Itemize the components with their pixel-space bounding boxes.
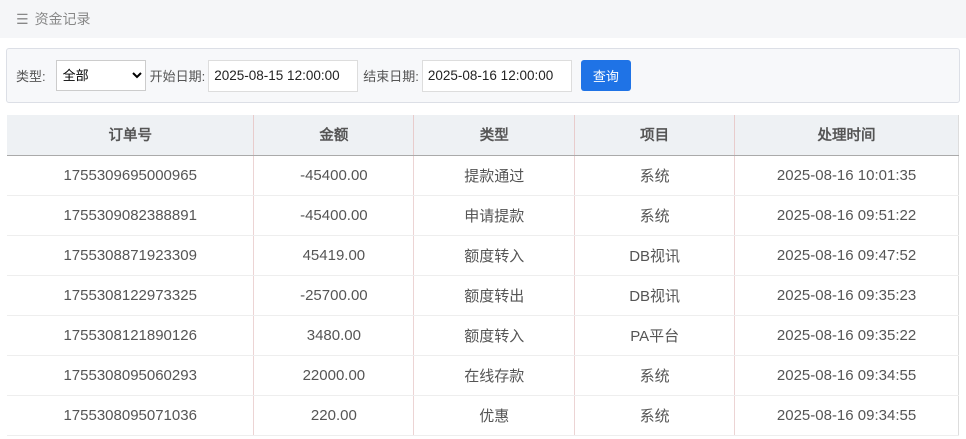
cell-amount: -45400.00 [253,195,415,236]
column-header-project: 项目 [574,115,736,156]
cell-order-id: 1755308095060293 [7,355,255,396]
cell-processed-time: 2025-08-16 09:35:22 [734,315,959,356]
column-header-order-id: 订单号 [7,115,255,156]
cell-amount: 3480.00 [253,315,415,356]
cell-order-id: 1755308121890126 [7,315,255,356]
cell-type: 额度转入 [413,235,576,276]
cell-project: DB视讯 [574,235,736,276]
cell-project: 系统 [574,155,736,196]
table-row: 1755309695000965 -45400.00 提款通过 系统 2025-08-1… [7,155,959,196]
cell-order-id: 1755309082388891 [7,195,255,236]
cell-amount: 22000.00 [253,355,415,396]
records-table: 订单号 金额 类型 项目 处理时间 1755309695000965 -45400.00 提… [7,115,959,436]
table-row: 1755309082388891 -45400.00 申请提款 系统 2025-08-1… [7,195,959,236]
cell-project: DB视讯 [574,275,736,316]
cell-order-id: 1755308095071036 [7,395,255,436]
cell-type: 申请提款 [413,195,576,236]
cell-type: 在线存款 [413,355,576,396]
cell-order-id: 1755309695000965 [7,155,255,196]
cell-type: 额度转入 [413,315,576,356]
cell-project: 系统 [574,195,736,236]
cell-processed-time: 2025-08-16 09:35:23 [734,275,959,316]
end-date-input[interactable] [421,59,572,92]
cell-type: 提款通过 [413,155,576,196]
hamburger-icon[interactable]: ☰ [16,10,29,27]
table-row: 1755308095071036 220.00 优惠 系统 2025-08-16 09:… [7,395,959,436]
cell-processed-time: 2025-08-16 09:51:22 [734,195,959,236]
cell-processed-time: 2025-08-16 09:34:55 [734,395,959,436]
table-header: 订单号 金额 类型 项目 处理时间 [7,115,959,156]
table-row: 1755308095060293 22000.00 在线存款 系统 2025-08-16… [7,355,959,396]
cell-processed-time: 2025-08-16 10:01:35 [734,155,959,196]
cell-amount: -25700.00 [253,275,415,316]
cell-amount: 45419.00 [253,235,415,276]
top-bar: ☰ 资金记录 [0,0,966,38]
column-header-amount: 金额 [253,115,415,156]
cell-project: PA平台 [574,315,736,356]
cell-type: 优惠 [413,395,576,436]
end-date-label: 结束日期: [363,69,419,84]
cell-order-id: 1755308871923309 [7,235,255,276]
start-date-input[interactable] [208,59,359,92]
cell-project: 系统 [574,395,736,436]
column-header-processed-time: 处理时间 [734,115,959,156]
cell-type: 额度转出 [413,275,576,316]
start-date-label: 开始日期: [149,69,206,84]
cell-order-id: 1755308122973325 [7,275,255,316]
filter-bar: 类型: 全部 开始日期: 结束日期: 查询 [6,48,960,103]
cell-project: 系统 [574,355,736,396]
cell-amount: -45400.00 [253,155,415,196]
type-select[interactable]: 全部 [55,60,146,91]
cell-processed-time: 2025-08-16 09:47:52 [734,235,959,276]
page-title: 资金记录 [34,11,91,27]
column-header-type: 类型 [413,115,576,156]
query-button[interactable]: 查询 [580,60,631,91]
table-row: 1755308121890126 3480.00 额度转入 PA平台 2025-08-1… [7,315,959,356]
type-label: 类型: [16,69,46,84]
table-row: 1755308122973325 -25700.00 额度转出 DB视讯 2025-08… [7,275,959,316]
table-row: 1755308871923309 45419.00 额度转入 DB视讯 2025-08-… [7,235,959,276]
cell-processed-time: 2025-08-16 09:34:55 [734,355,959,396]
cell-amount: 220.00 [253,395,415,436]
